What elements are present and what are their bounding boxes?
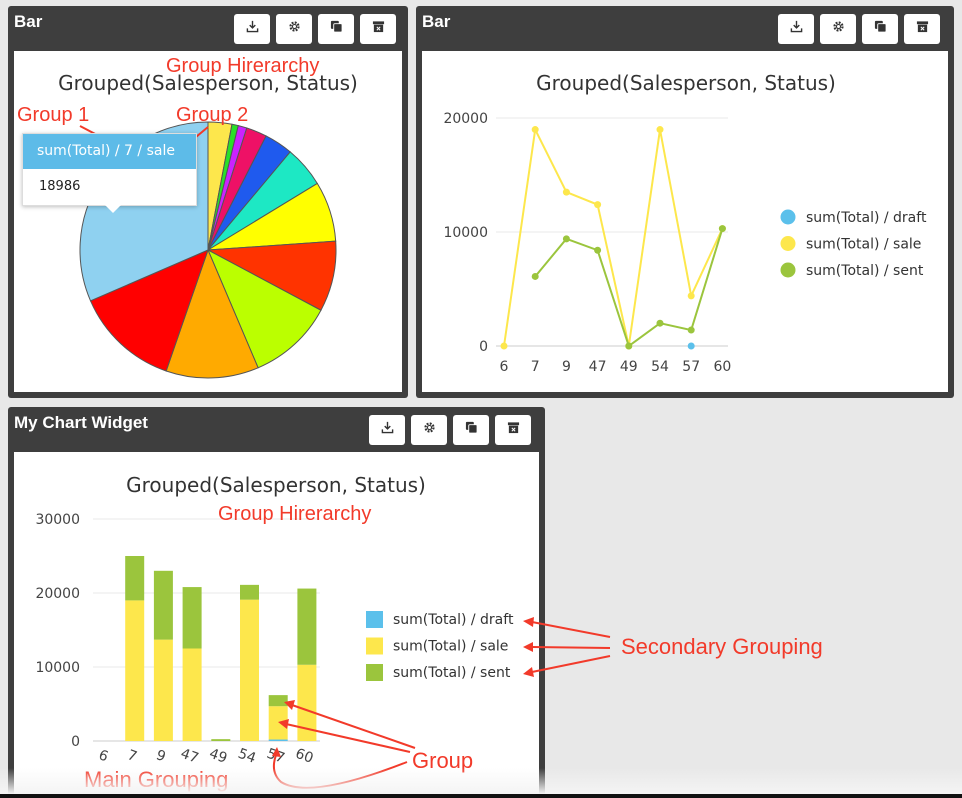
data-point[interactable]	[718, 225, 726, 233]
x-tick-label: 49	[620, 359, 638, 375]
widget-toolbar	[234, 14, 396, 44]
annotation-secondary-grouping: Secondary Grouping	[621, 634, 823, 659]
x-tick-label: 54	[651, 359, 669, 375]
tooltip-value: 18986	[39, 179, 81, 194]
gear-icon	[832, 20, 845, 38]
duplicate-button[interactable]	[318, 14, 354, 44]
x-tick-label: 47	[589, 359, 607, 375]
download-button[interactable]	[369, 415, 405, 445]
pie-slice-10[interactable]	[89, 249, 209, 372]
annotation-group-1: Group 1	[17, 104, 89, 126]
widget-title: Bar	[422, 12, 451, 31]
download-icon	[790, 20, 803, 38]
pie-chart: Grouped(Salesperson, Status) Group Hirer…	[17, 55, 358, 379]
settings-button[interactable]	[411, 415, 447, 445]
archive-button[interactable]	[360, 14, 396, 44]
download-button[interactable]	[778, 14, 814, 44]
legend-swatch	[780, 236, 796, 251]
line-chart-panel: Grouped(Salesperson, Status) 0 10000 20000…	[422, 51, 948, 392]
pie-slice-9[interactable]	[165, 248, 259, 379]
pie-widget: Bar Grouped(Salesperson, Status) Group H…	[8, 6, 408, 398]
data-point[interactable]	[656, 126, 664, 134]
widget-title: My Chart Widget	[14, 413, 148, 432]
duplicate-button[interactable]	[862, 14, 898, 44]
chart-title: Grouped(Salesperson, Status)	[58, 71, 358, 95]
widget-toolbar	[369, 415, 531, 445]
duplicate-button[interactable]	[453, 415, 489, 445]
data-point[interactable]	[531, 272, 539, 280]
tooltip-arrow	[105, 205, 121, 213]
x-tick-label: 6	[500, 359, 509, 375]
download-icon	[246, 20, 259, 38]
data-point[interactable]	[562, 188, 570, 196]
data-point[interactable]	[594, 201, 602, 209]
data-point[interactable]	[625, 342, 633, 350]
download-button[interactable]	[234, 14, 270, 44]
duplicate-icon	[874, 20, 887, 38]
download-icon	[381, 421, 394, 439]
y-tick-label: 20000	[443, 111, 488, 127]
archive-icon	[916, 20, 929, 38]
legend-swatch	[780, 262, 796, 278]
legend-swatch	[780, 209, 796, 225]
widget-title: Bar	[14, 12, 43, 31]
bar-chart-panel	[14, 452, 539, 798]
data-point[interactable]	[687, 326, 695, 334]
x-tick-label: 7	[531, 359, 540, 375]
bar-widget: My Chart Widget	[8, 407, 545, 798]
line-widget: Bar Grouped(Salesperson, Status) 0 10000 2…	[416, 6, 954, 398]
legend-label[interactable]: sum(Total) / draft	[806, 210, 927, 226]
data-point[interactable]	[687, 292, 695, 300]
annotation-group-hierarchy: Group Hirerarchy	[166, 55, 319, 77]
archive-icon	[372, 20, 385, 38]
archive-button[interactable]	[904, 14, 940, 44]
pie-slice-8[interactable]	[206, 248, 322, 369]
legend-label[interactable]: sum(Total) / sent	[806, 263, 924, 279]
duplicate-icon	[465, 421, 478, 439]
x-tick-label: 57	[682, 359, 700, 375]
pie-chart-panel: Grouped(Salesperson, Status) Group Hirer…	[14, 51, 402, 392]
settings-button[interactable]	[276, 14, 312, 44]
legend-label[interactable]: sum(Total) / sale	[806, 237, 921, 253]
duplicate-icon	[330, 20, 343, 38]
x-tick-label: 9	[562, 359, 571, 375]
data-point[interactable]	[594, 246, 602, 254]
bottom-bar	[0, 794, 962, 798]
chart-title: Grouped(Salesperson, Status)	[536, 71, 836, 95]
widget-toolbar	[778, 14, 940, 44]
archive-icon	[507, 421, 520, 439]
gear-icon	[423, 421, 436, 439]
x-tick-label: 60	[713, 359, 731, 375]
tooltip-label: sum(Total) / 7 / sale	[23, 134, 196, 169]
data-point[interactable]	[687, 342, 695, 350]
settings-button[interactable]	[820, 14, 856, 44]
annotation-group-2: Group 2	[176, 104, 248, 126]
chart-tooltip: sum(Total) / 7 / sale 18986	[22, 133, 197, 213]
data-point[interactable]	[531, 126, 539, 134]
data-point[interactable]	[500, 342, 508, 350]
gear-icon	[288, 20, 301, 38]
line-chart: Grouped(Salesperson, Status) 0 10000 20000…	[443, 71, 927, 375]
y-tick-label: 0	[479, 339, 488, 355]
data-point[interactable]	[656, 319, 664, 327]
data-point[interactable]	[562, 235, 570, 243]
y-tick-label: 10000	[443, 225, 488, 241]
archive-button[interactable]	[495, 415, 531, 445]
series-line-1	[503, 126, 724, 347]
